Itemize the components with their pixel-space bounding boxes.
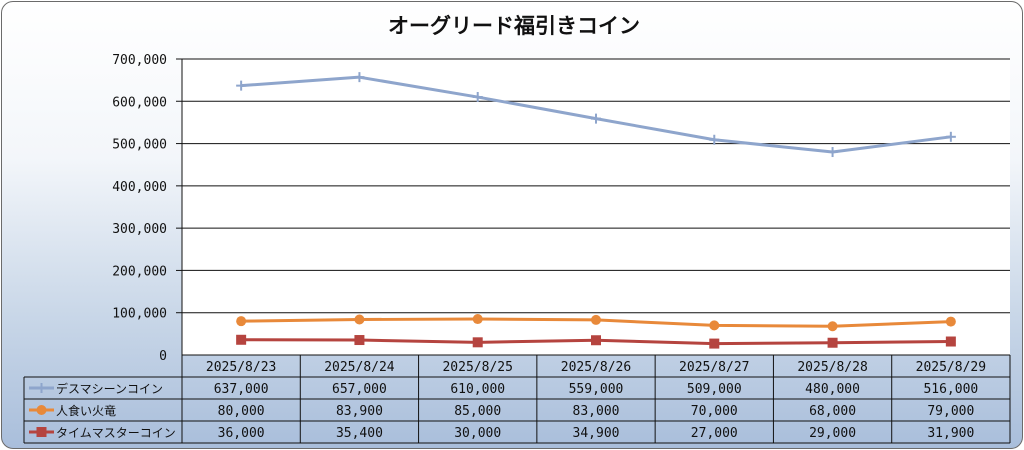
- data-label: 30,000: [454, 426, 501, 441]
- data-point: [945, 336, 956, 347]
- y-tick-label: 200,000: [112, 264, 167, 279]
- x-category-label: 2025/8/24: [324, 360, 395, 375]
- data-label: 27,000: [691, 426, 738, 441]
- y-tick-label: 400,000: [112, 180, 167, 195]
- y-tick-label: 0: [159, 349, 167, 364]
- data-table: 2025/8/23 2025/8/24 2025/8/25 2025/8/26 2025…: [23, 354, 1011, 444]
- data-label: 34,900: [573, 426, 620, 441]
- data-label: 657,000: [332, 382, 387, 397]
- data-label: 80,000: [218, 404, 265, 419]
- data-label: 480,000: [805, 382, 860, 397]
- data-point: [591, 113, 601, 124]
- legend-key-marker: [36, 427, 47, 437]
- y-axis-ticks: 0 100,000 200,000 300,000 400,000 500,000 600,…: [112, 53, 167, 364]
- data-point: [827, 147, 838, 158]
- data-point: [354, 314, 365, 325]
- x-category-label: 2025/8/26: [561, 360, 631, 375]
- data-label: 83,000: [573, 404, 620, 419]
- data-point: [945, 131, 956, 142]
- legend-entry: タイムマスターコイン: [56, 426, 176, 440]
- y-tick-label: 300,000: [112, 222, 167, 237]
- y-tick-label: 600,000: [112, 95, 167, 110]
- data-point: [945, 316, 956, 327]
- data-label: 29,000: [809, 426, 856, 441]
- data-point: [472, 337, 483, 348]
- data-point: [591, 335, 601, 346]
- data-label: 83,900: [336, 404, 383, 419]
- data-label: 637,000: [214, 382, 269, 397]
- data-point: [354, 72, 365, 83]
- data-point: [827, 337, 838, 348]
- x-category-label: 2025/8/25: [442, 360, 512, 375]
- data-point: [709, 338, 720, 349]
- data-point: [236, 80, 247, 91]
- legend-entry: デスマシーンコイン: [56, 381, 163, 396]
- data-label: 79,000: [927, 404, 974, 419]
- data-point: [354, 335, 365, 346]
- data-point: [709, 320, 720, 331]
- data-label: 516,000: [923, 382, 978, 397]
- data-point: [827, 321, 838, 332]
- data-point: [472, 314, 483, 325]
- data-label: 509,000: [687, 382, 742, 397]
- data-label: 35,400: [336, 426, 383, 441]
- data-label: 36,000: [218, 426, 265, 441]
- data-label: 70,000: [691, 404, 738, 419]
- data-label: 31,900: [927, 426, 974, 441]
- data-label: 559,000: [569, 382, 624, 397]
- y-tick-label: 700,000: [112, 53, 167, 68]
- data-point: [709, 134, 720, 145]
- y-tick-label: 100,000: [112, 307, 167, 322]
- gridlines: [176, 58, 1010, 355]
- x-category-label: 2025/8/27: [679, 360, 749, 375]
- y-tick-label: 500,000: [112, 138, 167, 153]
- data-point: [236, 316, 247, 327]
- x-category-label: 2025/8/29: [916, 360, 986, 375]
- data-label: 610,000: [450, 382, 505, 397]
- plot-area: [182, 59, 1010, 355]
- chart-title: オーグリード福引きコイン: [388, 14, 640, 38]
- legend-entry: 人食い火竜: [56, 403, 116, 418]
- data-point: [591, 314, 601, 325]
- series-lines: [236, 72, 956, 349]
- legend-key-marker: [36, 405, 47, 415]
- x-category-label: 2025/8/23: [206, 360, 276, 375]
- data-label: 68,000: [809, 404, 856, 419]
- x-category-label: 2025/8/28: [797, 360, 867, 375]
- data-point: [236, 334, 247, 345]
- data-point: [472, 92, 483, 103]
- data-label: 85,000: [454, 404, 501, 419]
